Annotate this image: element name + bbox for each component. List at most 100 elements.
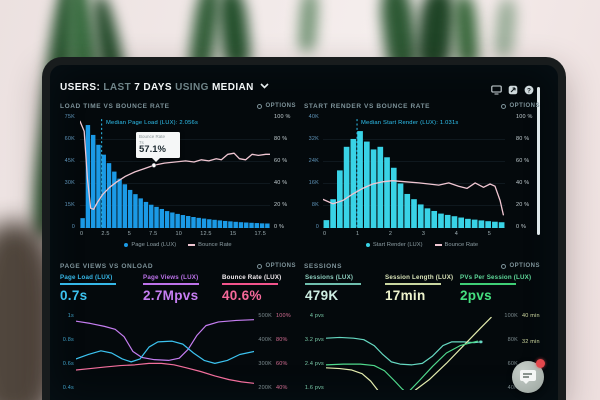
options-button[interactable]: OPTIONS bbox=[501, 103, 540, 109]
panel-load-time: LOAD TIME VS BOUNCE RATE OPTIONS 75K 60K 4… bbox=[58, 101, 298, 253]
y-axis-right-k: 500K 400K 300K 200K bbox=[256, 313, 272, 392]
median-annotation: Median Page Load (LUX): 2.056s bbox=[106, 120, 199, 126]
legend-line-swatch bbox=[434, 244, 442, 246]
chevron-down-icon[interactable] bbox=[260, 83, 269, 89]
gear-icon bbox=[501, 263, 507, 269]
axis-label: 12.5 bbox=[200, 231, 212, 237]
axis-label: 100 % bbox=[274, 114, 291, 120]
gear-icon bbox=[257, 103, 263, 109]
axis-label: 32 min bbox=[522, 339, 540, 345]
start-render-chart[interactable]: Median Start Render (LUX): 1.031s bbox=[323, 118, 505, 228]
metric-page-views[interactable]: Page Views (LUX) 2.7Mpvs bbox=[143, 274, 217, 303]
scrollbar-thumb[interactable] bbox=[537, 87, 540, 235]
metric-value: 0.7s bbox=[60, 288, 88, 303]
axis-label: 0 bbox=[80, 231, 84, 237]
axis-label: 40 % bbox=[274, 180, 288, 187]
axis-label: 100% bbox=[276, 313, 291, 319]
axis-label: 3.2 pvs bbox=[304, 337, 324, 344]
panel-sessions: SESSIONS OPTIONS Sessions (LUX) 479K Ses… bbox=[302, 261, 542, 400]
share-icon[interactable] bbox=[508, 85, 518, 95]
axis-label: 20 % bbox=[516, 202, 530, 209]
axis-label: 40 % bbox=[516, 180, 530, 187]
options-button[interactable]: OPTIONS bbox=[501, 263, 540, 269]
help-icon[interactable]: ? bbox=[524, 85, 534, 95]
axis-label: 24K bbox=[308, 158, 319, 165]
aggregation-value: MEDIAN bbox=[211, 82, 254, 93]
legend-dot-swatch bbox=[365, 243, 370, 247]
range-value: 7 DAYS bbox=[134, 82, 172, 93]
axis-label: 0 bbox=[71, 224, 75, 231]
axis-label: 4 pvs bbox=[309, 313, 324, 319]
dashboard-title[interactable]: USERS: LAST 7 DAYS USING MEDIAN bbox=[60, 82, 269, 93]
axis-label: 15K bbox=[64, 202, 75, 209]
metric-value: 2.7Mpvs bbox=[143, 288, 199, 303]
chart-tooltip: Bounce Rate 7s 57.1% bbox=[136, 132, 180, 162]
axis-label: 3 bbox=[421, 231, 426, 237]
metric-pvs-per-session[interactable]: PVs Per Session (LUX) 2pvs bbox=[460, 274, 534, 303]
panel-title: PAGE VIEWS VS ONLOAD bbox=[60, 262, 154, 270]
axis-label: 0 bbox=[323, 231, 327, 237]
axis-label: 2 bbox=[388, 231, 393, 237]
axis-label: 300K bbox=[258, 361, 272, 368]
legend-line-swatch bbox=[188, 244, 196, 246]
axis-label: 0 % bbox=[516, 224, 527, 231]
panel-page-views: PAGE VIEWS VS ONLOAD OPTIONS Page Load (… bbox=[58, 261, 298, 400]
y-axis-right: 100 % 80 % 60 % 40 % 20 % 0 % bbox=[274, 114, 298, 231]
axis-label: 400K bbox=[258, 337, 272, 344]
metric-page-load[interactable]: Page Load (LUX) 0.7s bbox=[60, 274, 134, 303]
gear-icon bbox=[501, 103, 507, 109]
legend-item[interactable]: Start Render (LUX) bbox=[365, 242, 423, 248]
axis-label: 1.6 pvs bbox=[304, 385, 324, 392]
plant-leaf bbox=[493, 0, 518, 59]
axis-label: 0 % bbox=[274, 224, 285, 231]
panel-title: SESSIONS bbox=[304, 262, 343, 270]
panel-title: START RENDER VS BOUNCE RATE bbox=[304, 102, 431, 110]
panel-start-render: START RENDER VS BOUNCE RATE OPTIONS 40K 3… bbox=[302, 101, 542, 253]
dashboard: USERS: LAST 7 DAYS USING MEDIAN bbox=[50, 65, 558, 400]
legend-item[interactable]: Page Load (LUX) bbox=[124, 242, 176, 248]
axis-label: 60K bbox=[64, 136, 75, 143]
metric-value: 2pvs bbox=[460, 288, 492, 303]
axis-label: 75K bbox=[64, 114, 75, 120]
axis-label: 80 % bbox=[516, 136, 530, 143]
axis-label: 100 % bbox=[516, 114, 533, 120]
chat-bubble-icon bbox=[520, 370, 536, 384]
y-axis-left: 40K 32K 24K 16K 8K 0 bbox=[302, 114, 319, 231]
axis-label: 40K bbox=[308, 114, 319, 120]
load-time-chart[interactable]: Median Page Load (LUX): 2.056s Bounce Ra… bbox=[80, 118, 270, 228]
axis-label: 60% bbox=[276, 361, 288, 368]
y-axis-left: 1s 0.8s 0.6s 0.4s bbox=[58, 313, 74, 392]
chat-button[interactable] bbox=[512, 359, 545, 393]
notification-badge bbox=[536, 359, 545, 368]
axis-label: 80% bbox=[276, 337, 288, 344]
svg-text:?: ? bbox=[527, 87, 531, 94]
axis-label: 40% bbox=[276, 385, 288, 392]
y-axis-right-pct: 100% 80% 60% 40% bbox=[276, 313, 298, 392]
toolbar: ? bbox=[491, 85, 534, 95]
axis-label: 60 % bbox=[274, 158, 288, 165]
panel-title: LOAD TIME VS BOUNCE RATE bbox=[60, 102, 170, 110]
sessions-chart[interactable] bbox=[326, 316, 498, 390]
axis-label: 32K bbox=[308, 136, 319, 143]
metric-bounce-rate[interactable]: Bounce Rate (LUX) 40.6% bbox=[222, 274, 296, 303]
y-axis-left: 4 pvs 3.2 pvs 2.4 pvs 1.6 pvs bbox=[302, 313, 324, 392]
axis-label: 30K bbox=[64, 180, 75, 187]
display-icon[interactable] bbox=[491, 85, 502, 95]
options-button[interactable]: OPTIONS bbox=[257, 263, 296, 269]
metric-session-length[interactable]: Session Length (LUX) 17min bbox=[385, 274, 459, 303]
metric-sessions[interactable]: Sessions (LUX) 479K bbox=[305, 274, 379, 303]
options-button[interactable]: OPTIONS bbox=[257, 103, 296, 109]
legend-item[interactable]: Bounce Rate bbox=[188, 242, 232, 248]
axis-label: 40 min bbox=[522, 313, 540, 319]
plant-leaf bbox=[297, 0, 320, 53]
legend-item[interactable]: Bounce Rate bbox=[434, 242, 478, 248]
x-axis: 0 1 2 3 4 5 bbox=[323, 231, 491, 238]
metric-value: 479K bbox=[305, 288, 339, 303]
page-views-chart[interactable] bbox=[76, 316, 254, 390]
axis-label: 8K bbox=[311, 202, 319, 209]
axis-label: 2.5 bbox=[101, 231, 110, 237]
axis-label: 4 bbox=[454, 231, 459, 237]
metric-value: 17min bbox=[385, 288, 426, 303]
median-annotation: Median Start Render (LUX): 1.031s bbox=[361, 120, 459, 126]
axis-label: 60 % bbox=[516, 158, 530, 165]
